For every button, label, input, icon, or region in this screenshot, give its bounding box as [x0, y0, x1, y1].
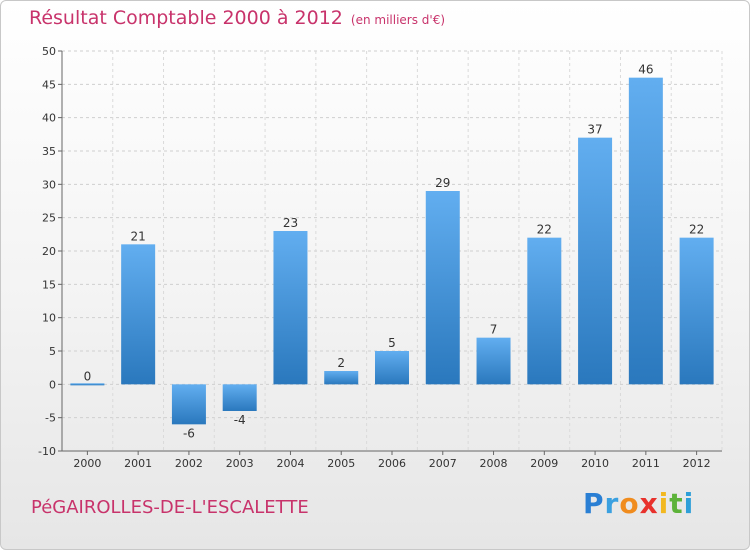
data-label-2002: -6 — [183, 426, 195, 440]
logo-letter: x — [639, 487, 659, 520]
title-text: Résultat Comptable 2000 à 2012 — [29, 7, 343, 29]
chart-title: Résultat Comptable 2000 à 2012 (en millie… — [29, 7, 445, 29]
axes — [58, 50, 722, 455]
bar-2006 — [375, 351, 409, 385]
y-tick-label: 10 — [42, 312, 56, 325]
data-label-2012: 22 — [689, 223, 704, 237]
bar-2008 — [476, 337, 511, 385]
x-tick-label-2009: 2009 — [530, 457, 558, 470]
bar-2003 — [222, 384, 257, 411]
data-label-2006: 5 — [388, 336, 396, 350]
x-tick-label-2006: 2006 — [378, 457, 406, 470]
y-tick-label: 15 — [42, 278, 56, 291]
data-label-2010: 37 — [587, 123, 602, 137]
y-tick-label: -5 — [45, 412, 56, 425]
location-name: PéGAIROLLES-DE-L'ESCALETTE — [31, 497, 309, 518]
logo-letter: o — [619, 487, 640, 520]
logo-letter: i — [658, 487, 670, 520]
bar-2012 — [679, 237, 714, 385]
x-tick-label-2004: 2004 — [276, 457, 304, 470]
y-tick-label: -10 — [38, 445, 56, 458]
data-label-2008: 7 — [490, 323, 498, 337]
logo-letter: r — [604, 487, 620, 520]
x-tick-label-2003: 2003 — [226, 457, 254, 470]
bar-2000 — [70, 383, 105, 386]
data-label-2011: 46 — [638, 63, 653, 77]
x-tick-label-2005: 2005 — [327, 457, 355, 470]
bar-2010 — [578, 137, 613, 385]
x-tick-label-2000: 2000 — [73, 457, 101, 470]
proxiti-logo: Proxiti — [583, 487, 694, 520]
y-tick-label: 40 — [42, 112, 56, 125]
bar-2007 — [425, 191, 460, 385]
grid-lines — [61, 50, 723, 452]
bar-2011 — [628, 77, 663, 385]
bars — [70, 77, 714, 425]
x-tick-label-2008: 2008 — [480, 457, 508, 470]
logo-letter: t — [669, 487, 684, 520]
bar-2001 — [121, 244, 156, 385]
bar-2004 — [273, 231, 308, 385]
data-labels: 0 21 -6 -4 23 2 5 29 7 22 37 46 22 — [84, 63, 705, 441]
x-tick-label-2002: 2002 — [175, 457, 203, 470]
y-tick-label: 20 — [42, 245, 56, 258]
x-tick-label-2001: 2001 — [124, 457, 152, 470]
y-tick-label: 45 — [42, 78, 56, 91]
bar-2002 — [171, 384, 206, 425]
data-label-2000: 0 — [84, 369, 92, 383]
y-tick-label: 25 — [42, 212, 56, 225]
bar-2009 — [527, 237, 562, 385]
y-tick-label: 5 — [49, 345, 56, 358]
x-tick-label-2011: 2011 — [632, 457, 660, 470]
y-tick-label: 0 — [49, 378, 56, 391]
y-tick-labels: -10 -5 0 5 10 15 20 25 30 35 40 45 50 — [38, 45, 56, 458]
chart-subtitle: (en milliers d'€) — [350, 13, 446, 27]
x-tick-labels: 2000 2001 2002 2003 2004 2005 2006 2007 2008 2009… — [73, 457, 710, 470]
y-tick-label: 35 — [42, 145, 56, 158]
x-tick-label-2010: 2010 — [581, 457, 609, 470]
logo-letter: P — [583, 487, 605, 520]
data-label-2005: 2 — [337, 356, 345, 370]
x-tick-label-2012: 2012 — [683, 457, 711, 470]
x-tick-label-2007: 2007 — [429, 457, 457, 470]
data-label-2007: 29 — [435, 176, 450, 190]
y-tick-label: 30 — [42, 178, 56, 191]
y-tick-label: 50 — [42, 45, 56, 58]
logo-letter: i — [683, 487, 695, 520]
data-label-2001: 21 — [131, 229, 146, 243]
data-label-2004: 23 — [283, 216, 298, 230]
data-label-2009: 22 — [537, 223, 552, 237]
bar-2005 — [324, 371, 359, 385]
data-label-2003: -4 — [234, 413, 246, 427]
